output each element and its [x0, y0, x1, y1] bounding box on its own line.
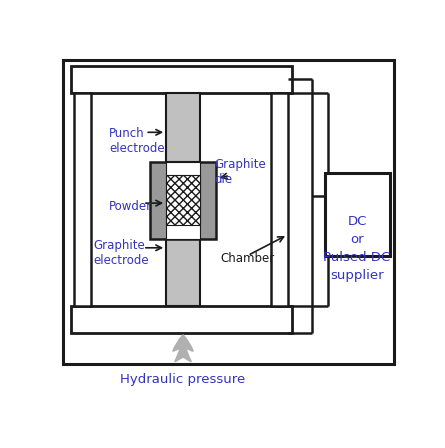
Bar	[150, 162, 216, 238]
Bar	[74, 93, 91, 306]
Text: Punch
electrode: Punch electrode	[109, 127, 165, 155]
Text: Hydraulic pressure: Hydraulic pressure	[121, 373, 246, 386]
Bar	[71, 66, 292, 93]
Bar	[325, 173, 390, 256]
Bar	[166, 176, 200, 225]
Bar	[271, 93, 288, 306]
Bar	[166, 162, 200, 238]
Text: Graphite
die: Graphite die	[214, 158, 267, 186]
Text: DC
or
Pulsed DC
supplier: DC or Pulsed DC supplier	[324, 215, 391, 282]
Bar	[63, 60, 394, 364]
Text: Powder: Powder	[109, 200, 152, 213]
Bar	[71, 306, 292, 332]
Bar	[166, 93, 200, 162]
Bar	[166, 238, 200, 306]
Text: Chamber: Chamber	[221, 252, 275, 265]
Text: Graphite
electrode: Graphite electrode	[94, 238, 150, 267]
